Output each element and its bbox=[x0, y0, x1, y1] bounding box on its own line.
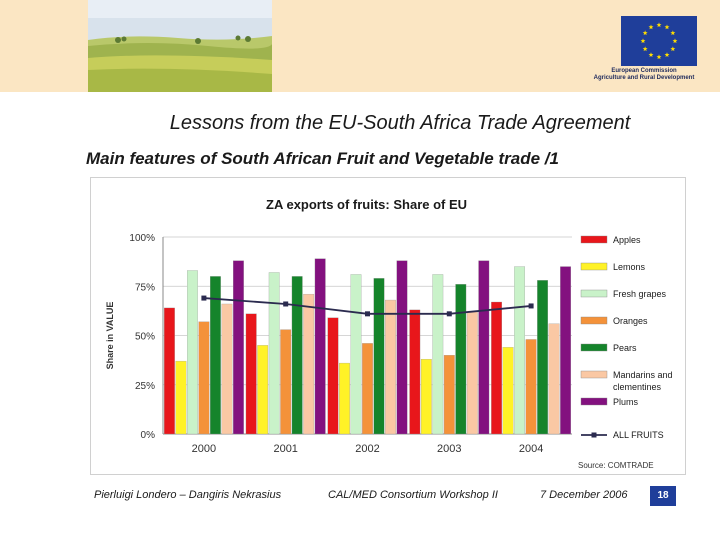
legend-label-lemons: Lemons bbox=[613, 262, 646, 272]
legend-label-plums: Plums bbox=[613, 397, 639, 407]
bar-lemons-2004 bbox=[502, 347, 514, 435]
bar-plums-2001 bbox=[314, 258, 326, 435]
legend-label-all-fruits: ALL FRUITS bbox=[613, 430, 664, 440]
chart-area: ZA exports of fruits: Share of EU 0% 25% 50… bbox=[90, 177, 686, 475]
bar-lemons-2002 bbox=[339, 362, 350, 435]
legend-swatch-lemons bbox=[580, 262, 608, 271]
bar-apples-2000 bbox=[164, 307, 175, 435]
eu-star-icon bbox=[664, 52, 670, 57]
bar-pears-2004 bbox=[537, 280, 549, 435]
bar-mandarins-and-clementines-2003 bbox=[466, 311, 478, 435]
y-tick-label: 25% bbox=[135, 381, 155, 392]
bar-fresh-grapes-2001 bbox=[268, 272, 280, 435]
chart-source: Source: COMTRADE bbox=[578, 461, 654, 470]
legend-swatch-pears bbox=[580, 343, 608, 352]
eu-star-icon bbox=[640, 38, 646, 44]
eu-star-icon bbox=[656, 54, 662, 60]
bar-plums-2002 bbox=[396, 260, 408, 435]
eu-star-icon bbox=[648, 52, 654, 57]
bar-fresh-grapes-2000 bbox=[187, 270, 198, 435]
bar-fresh-grapes-2002 bbox=[350, 274, 362, 435]
legend-label-pears: Pears bbox=[613, 343, 637, 353]
eu-star-icon bbox=[648, 24, 654, 30]
bar-pears-2002 bbox=[373, 278, 385, 435]
bar-plums-2000 bbox=[232, 260, 244, 435]
legend-marker-all-fruits bbox=[591, 432, 597, 438]
y-tick-label: 100% bbox=[129, 233, 155, 244]
legend-label-mandarins-and-clementines: Mandarins and clementines bbox=[613, 370, 673, 392]
bar-mandarins-and-clementines-2002 bbox=[385, 299, 396, 435]
bar-plums-2004 bbox=[560, 266, 572, 435]
chart-svg: ZA exports of fruits: Share of EU 0% 25% 50… bbox=[105, 197, 673, 470]
slide-title: Lessons from the EU-South Africa Trade A… bbox=[169, 112, 631, 134]
legend-label-oranges: Oranges bbox=[613, 316, 648, 326]
legend-swatch-fresh-grapes bbox=[580, 289, 608, 298]
eu-star-icon bbox=[664, 24, 670, 30]
slide-subtitle: Main features of South African Fruit and… bbox=[86, 149, 559, 168]
y-tick-label: 75% bbox=[135, 282, 155, 293]
line-point-all-fruits bbox=[201, 295, 207, 301]
bar-mandarins-and-clementines-2001 bbox=[303, 293, 315, 435]
line-point-all-fruits bbox=[446, 311, 452, 317]
bar-apples-2003 bbox=[409, 309, 421, 435]
eu-star-icon bbox=[642, 30, 648, 36]
footer-authors: Pierluigi Londero – Dangiris Nekrasius bbox=[94, 489, 282, 501]
footer-date: 7 December 2006 bbox=[540, 489, 628, 501]
bar-pears-2001 bbox=[291, 276, 303, 435]
bar-apples-2004 bbox=[491, 301, 503, 435]
bar-pears-2003 bbox=[455, 284, 467, 435]
x-tick-label: 2000 bbox=[192, 443, 216, 455]
x-tick-label: 2004 bbox=[519, 443, 543, 455]
line-point-all-fruits bbox=[528, 303, 534, 309]
eu-logo-caption: European Commission Agriculture and Rura… bbox=[579, 68, 709, 82]
bar-oranges-2004 bbox=[525, 339, 537, 435]
bar-lemons-2001 bbox=[257, 345, 269, 435]
bar-apples-2001 bbox=[245, 313, 257, 435]
bar-fresh-grapes-2004 bbox=[514, 266, 526, 435]
footer: Pierluigi Londero – Dangiris Nekrasius C… bbox=[92, 482, 682, 510]
bar-lemons-2003 bbox=[420, 358, 432, 435]
bar-fresh-grapes-2003 bbox=[432, 274, 444, 435]
landscape-photo bbox=[88, 0, 272, 92]
eu-caption-line1: European Commission bbox=[611, 68, 677, 74]
y-tick-label: 0% bbox=[141, 430, 156, 441]
legend-label-fresh-grapes: Fresh grapes bbox=[613, 289, 667, 299]
bar-oranges-2003 bbox=[443, 355, 455, 435]
x-tick-label: 2001 bbox=[273, 443, 297, 455]
eu-star-icon bbox=[670, 30, 676, 36]
eu-star-icon bbox=[656, 22, 662, 28]
eu-star-icon bbox=[670, 46, 676, 52]
page-number: 18 bbox=[650, 486, 676, 506]
eu-flag-logo bbox=[621, 16, 697, 66]
bar-mandarins-and-clementines-2004 bbox=[548, 323, 560, 435]
line-point-all-fruits bbox=[365, 311, 370, 317]
bar-pears-2000 bbox=[210, 276, 221, 435]
bar-oranges-2002 bbox=[362, 343, 373, 435]
eu-star-icon bbox=[672, 38, 678, 44]
y-tick-label: 50% bbox=[135, 332, 155, 343]
legend-swatch-oranges bbox=[580, 316, 608, 325]
line-point-all-fruits bbox=[283, 301, 289, 307]
bar-plums-2003 bbox=[478, 260, 490, 435]
legend-swatch-apples bbox=[580, 235, 608, 244]
eu-caption-line2: Agriculture and Rural Development bbox=[593, 75, 695, 81]
footer-event: CAL/MED Consortium Workshop II bbox=[328, 489, 498, 501]
chart-title: ZA exports of fruits: Share of EU bbox=[266, 197, 467, 212]
bar-mandarins-and-clementines-2000 bbox=[221, 303, 233, 435]
eu-star-icon bbox=[642, 46, 648, 52]
x-tick-label: 2003 bbox=[437, 443, 461, 455]
legend-label-apples: Apples bbox=[613, 235, 641, 245]
bar-oranges-2000 bbox=[198, 321, 210, 435]
y-axis-label: Share in VALUE bbox=[105, 302, 115, 370]
bar-apples-2002 bbox=[327, 317, 339, 435]
bar-oranges-2001 bbox=[280, 329, 292, 435]
bar-lemons-2000 bbox=[175, 360, 187, 435]
legend-swatch-mandarins-and-clementines bbox=[580, 370, 608, 379]
x-tick-label: 2002 bbox=[355, 443, 379, 455]
legend-swatch-plums bbox=[580, 397, 608, 406]
